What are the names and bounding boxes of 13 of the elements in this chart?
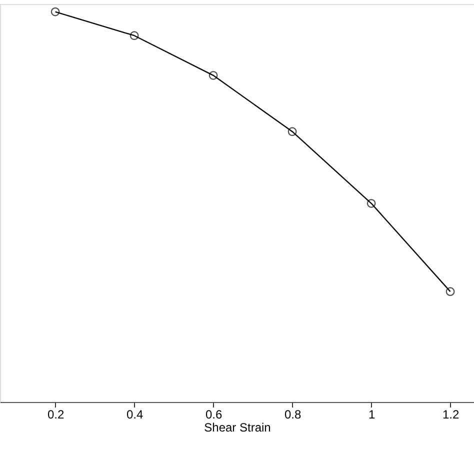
point bbox=[366, 198, 376, 208]
x-tick-label: 0.4 bbox=[126, 408, 144, 422]
x-tick-label: 0.2 bbox=[47, 408, 64, 422]
point bbox=[208, 70, 218, 80]
x-tick-label: 0.6 bbox=[205, 408, 222, 422]
point bbox=[50, 7, 60, 16]
point bbox=[446, 287, 455, 296]
point bbox=[288, 127, 297, 136]
x-tick-label: 0.8 bbox=[284, 408, 302, 422]
x-tick-label: 1 bbox=[368, 408, 376, 422]
point bbox=[130, 31, 139, 40]
x-tick-label: 1.2 bbox=[442, 408, 460, 422]
x-axis-title: Shear Strain bbox=[204, 420, 271, 434]
